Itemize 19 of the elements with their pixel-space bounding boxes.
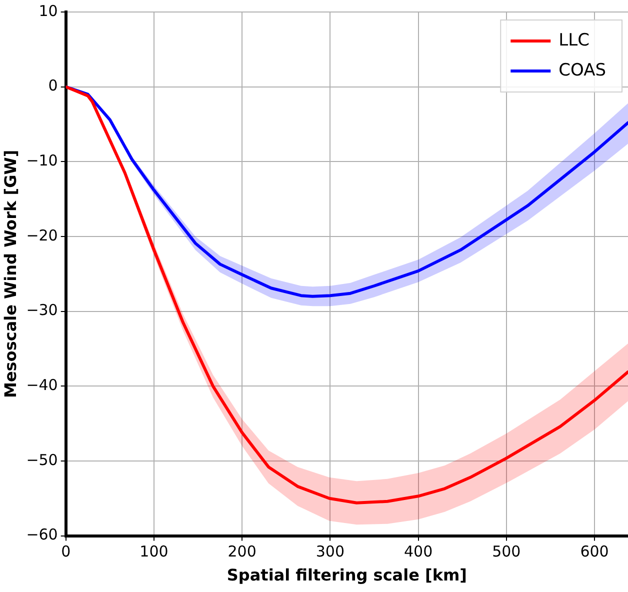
y-tick-label: −40: [26, 376, 58, 394]
x-tick-label: 300: [316, 542, 345, 561]
x-tick-label: 100: [140, 542, 168, 561]
y-tick-label: −60: [26, 526, 58, 544]
y-tick-label: −20: [26, 226, 58, 244]
x-tick-label: 400: [404, 542, 433, 561]
x-tick-label: 200: [228, 542, 256, 561]
legend-label: COAS: [558, 60, 606, 80]
y-axis-title: Mesoscale Wind Work [GW]: [0, 150, 20, 398]
y-tick-label: −10: [26, 152, 58, 170]
x-tick-label: 0: [61, 542, 71, 561]
y-tick-label: 10: [38, 2, 58, 20]
y-tick-label: 0: [48, 76, 58, 95]
x-axis-title: Spatial filtering scale [km]: [226, 566, 467, 585]
y-tick-label: −50: [26, 450, 58, 469]
y-tick-label: −30: [26, 301, 58, 320]
x-tick-label: 500: [492, 542, 521, 561]
legend-label: LLC: [558, 30, 590, 50]
x-tick-label: 600: [580, 542, 609, 561]
